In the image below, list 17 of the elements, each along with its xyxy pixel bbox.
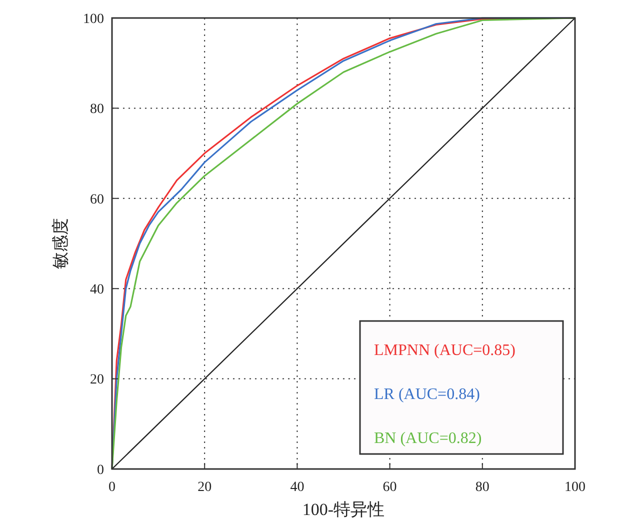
- x-tick-label: 40: [290, 480, 304, 495]
- y-tick-label: 0: [97, 462, 104, 478]
- x-axis-title: 100-特异性: [302, 500, 385, 519]
- y-tick-label: 20: [90, 372, 104, 388]
- text: LMPNN (AUC=0.85): [374, 342, 516, 359]
- text: BN (AUC=0.82): [374, 430, 482, 447]
- x-tick-label: 80: [475, 480, 490, 495]
- y-axis-title: 敏感度: [51, 218, 70, 269]
- y-tick-label: 100: [83, 12, 104, 27]
- x-tick-label: 100: [564, 480, 586, 495]
- y-tick-label: 80: [90, 102, 104, 118]
- x-tick-label: 60: [382, 480, 397, 495]
- text: LR (AUC=0.84): [374, 386, 480, 403]
- y-tick-label: 40: [90, 282, 104, 298]
- x-tick-label: 20: [198, 480, 212, 495]
- x-tick-label: 0: [108, 480, 116, 495]
- y-tick-label: 60: [90, 192, 104, 208]
